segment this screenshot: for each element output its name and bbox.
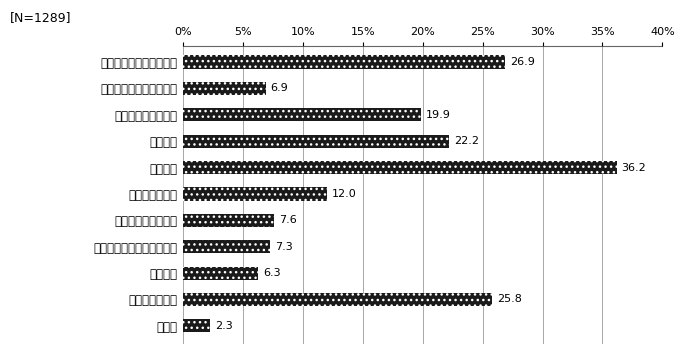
Bar [183, 214, 274, 227]
Bar [183, 267, 258, 280]
Bar [183, 187, 327, 201]
Text: 36.2: 36.2 [622, 163, 647, 173]
Bar [183, 55, 505, 69]
Text: 2.3: 2.3 [215, 321, 233, 331]
Text: [N=1289]: [N=1289] [10, 11, 72, 24]
Bar [183, 319, 210, 333]
Bar [183, 293, 492, 306]
Text: 12.0: 12.0 [331, 189, 356, 199]
Text: 26.9: 26.9 [510, 57, 535, 67]
Text: 19.9: 19.9 [426, 110, 451, 120]
Text: 6.9: 6.9 [270, 83, 288, 93]
Text: 7.3: 7.3 [275, 242, 293, 252]
Bar [183, 82, 266, 95]
Bar [183, 108, 422, 121]
Text: 6.3: 6.3 [263, 268, 281, 278]
Bar [183, 135, 449, 148]
Text: 25.8: 25.8 [497, 295, 522, 305]
Bar [183, 240, 270, 253]
Bar [183, 161, 617, 174]
Text: 22.2: 22.2 [454, 136, 479, 146]
Text: 7.6: 7.6 [279, 215, 297, 225]
